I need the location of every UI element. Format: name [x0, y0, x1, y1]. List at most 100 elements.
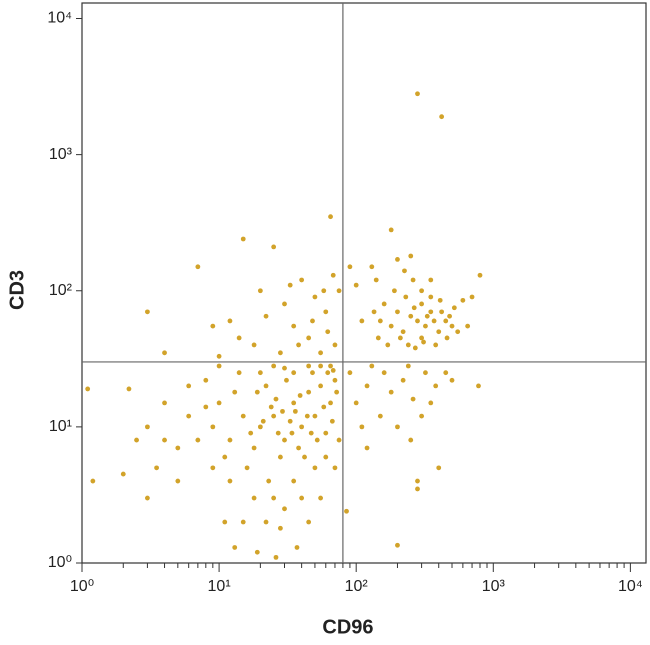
data-point — [443, 370, 449, 376]
data-point — [203, 404, 209, 410]
data-point — [328, 363, 333, 369]
data-point — [306, 519, 312, 525]
data-point — [296, 445, 301, 451]
data-point — [271, 244, 277, 250]
data-point — [162, 437, 167, 443]
data-point — [395, 309, 400, 315]
data-point — [85, 386, 91, 392]
data-point — [145, 495, 150, 501]
data-point — [268, 404, 274, 410]
data-point — [433, 383, 439, 389]
data-point — [282, 506, 287, 512]
x-tick-label: 10³ — [482, 578, 506, 595]
data-point — [359, 424, 365, 430]
data-point — [410, 277, 416, 283]
data-point — [310, 370, 315, 376]
data-point — [325, 329, 331, 335]
y-tick-label: 10⁴ — [47, 10, 72, 27]
data-point — [421, 339, 426, 345]
data-point — [334, 389, 340, 395]
data-point — [282, 301, 287, 307]
data-point — [175, 445, 181, 451]
data-point — [318, 350, 323, 356]
data-point — [236, 335, 242, 341]
data-point — [306, 389, 312, 395]
data-point — [232, 389, 238, 395]
data-point — [332, 342, 338, 348]
data-point — [428, 400, 434, 406]
data-point — [277, 525, 283, 531]
data-point — [433, 342, 439, 348]
data-point — [353, 282, 359, 288]
data-point — [287, 282, 293, 288]
data-point — [263, 313, 269, 319]
data-point — [347, 264, 353, 270]
data-point — [90, 478, 96, 484]
data-point — [388, 389, 394, 395]
data-point — [126, 386, 132, 392]
data-point — [330, 367, 336, 373]
data-point — [419, 288, 425, 294]
data-point — [263, 519, 269, 525]
data-point — [210, 323, 216, 329]
data-point — [465, 323, 471, 329]
data-point — [210, 465, 216, 471]
data-point — [291, 323, 297, 329]
data-point — [222, 519, 228, 525]
data-point — [318, 495, 323, 501]
data-point — [195, 437, 201, 443]
data-point — [216, 400, 222, 406]
x-tick-label: 10¹ — [208, 578, 231, 595]
data-point — [227, 318, 233, 324]
data-point — [302, 454, 307, 460]
data-point — [273, 554, 279, 560]
data-point — [308, 430, 314, 436]
data-point — [210, 424, 216, 430]
data-point — [423, 370, 428, 376]
data-point — [400, 377, 406, 383]
data-point — [134, 437, 139, 443]
data-point — [408, 437, 414, 443]
data-point — [431, 318, 437, 324]
data-point — [451, 305, 457, 311]
data-point — [318, 363, 323, 369]
data-point — [306, 363, 312, 369]
data-point — [282, 365, 287, 371]
data-point — [186, 413, 192, 419]
y-tick-label: 10¹ — [49, 418, 72, 435]
data-point — [347, 370, 353, 376]
data-point — [447, 313, 452, 319]
data-point — [408, 253, 414, 259]
data-point — [291, 478, 297, 484]
data-point — [321, 288, 327, 294]
data-point — [364, 383, 370, 389]
data-point — [240, 519, 246, 525]
data-point — [275, 430, 281, 436]
data-point — [227, 437, 233, 443]
data-point — [415, 318, 420, 324]
data-point — [449, 377, 455, 383]
y-tick-label: 10⁰ — [48, 554, 72, 571]
data-point — [299, 424, 305, 430]
data-point — [260, 418, 266, 424]
data-point — [312, 413, 318, 419]
data-point — [299, 277, 305, 283]
data-point — [314, 437, 320, 443]
data-point — [257, 288, 263, 294]
data-point — [460, 297, 466, 303]
data-point — [251, 342, 257, 348]
data-point — [330, 272, 336, 278]
data-point — [469, 294, 475, 300]
data-point — [388, 323, 394, 329]
data-point — [292, 408, 298, 414]
data-point — [476, 383, 481, 389]
data-point — [403, 294, 409, 300]
data-point — [248, 430, 254, 436]
data-point — [369, 264, 375, 270]
data-point — [329, 418, 335, 424]
y-tick-label: 10² — [49, 282, 73, 299]
data-point — [325, 370, 331, 376]
data-point — [304, 413, 310, 419]
data-point — [402, 268, 407, 274]
data-point — [312, 294, 318, 300]
